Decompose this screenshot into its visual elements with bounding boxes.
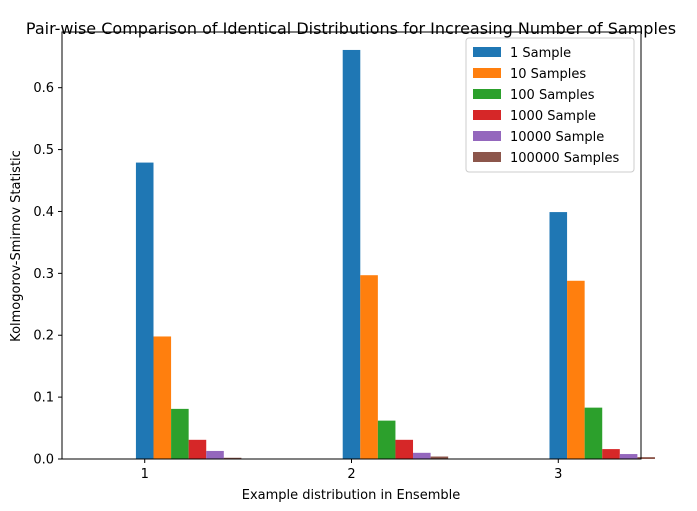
y-tick-label: 0.3 (33, 267, 54, 282)
bar (171, 408, 189, 459)
y-tick-label: 0.4 (33, 205, 54, 220)
legend-swatch (473, 110, 501, 120)
bar (135, 162, 154, 459)
bar (153, 336, 172, 459)
bar (619, 454, 638, 459)
legend-swatch (473, 89, 501, 99)
x-tick-label: 2 (347, 467, 355, 482)
bar (637, 457, 655, 459)
bar (223, 457, 242, 459)
x-tick-label: 3 (554, 467, 562, 482)
bar (567, 280, 585, 459)
legend-label: 10 Samples (510, 67, 586, 82)
bar (188, 439, 207, 459)
legend: 1 Sample 10 Samples 100 Samples 1000 Sample… (465, 37, 635, 173)
y-tick-label: 0.2 (33, 329, 54, 344)
legend-box (465, 37, 635, 173)
legend-label: 1000 Sample (510, 109, 596, 124)
bar (430, 456, 449, 459)
bar (206, 450, 224, 459)
bar (395, 439, 414, 459)
legend-swatch (473, 152, 501, 162)
legend-swatch (473, 47, 501, 57)
bar-groups (135, 49, 655, 459)
x-tick-label: 1 (141, 467, 149, 482)
bar (377, 420, 396, 459)
bar (602, 449, 620, 459)
y-axis: 0.0 0.1 0.2 0.3 0.4 0.5 0.6 (33, 81, 62, 468)
bar (549, 212, 568, 459)
y-tick-label: 0.5 (33, 143, 54, 158)
bar (413, 452, 431, 459)
y-tick-label: 0.1 (33, 391, 54, 406)
legend-label: 1 Sample (510, 46, 571, 61)
legend-swatch (473, 68, 501, 78)
x-axis: 1 2 3 (141, 459, 562, 482)
legend-swatch (473, 131, 501, 141)
legend-label: 10000 Sample (510, 130, 604, 145)
y-axis-label: Kolmogorov-Smirnov Statistic (9, 150, 24, 342)
legend-label: 100000 Samples (510, 151, 620, 166)
bar (584, 407, 603, 459)
bar (360, 275, 378, 459)
legend-label: 100 Samples (510, 88, 595, 103)
bar (342, 49, 361, 459)
y-tick-label: 0.6 (33, 81, 54, 96)
y-tick-label: 0.0 (33, 453, 54, 468)
x-axis-label: Example distribution in Ensemble (242, 488, 460, 503)
chart-title: Pair-wise Comparison of Identical Distri… (26, 19, 676, 38)
